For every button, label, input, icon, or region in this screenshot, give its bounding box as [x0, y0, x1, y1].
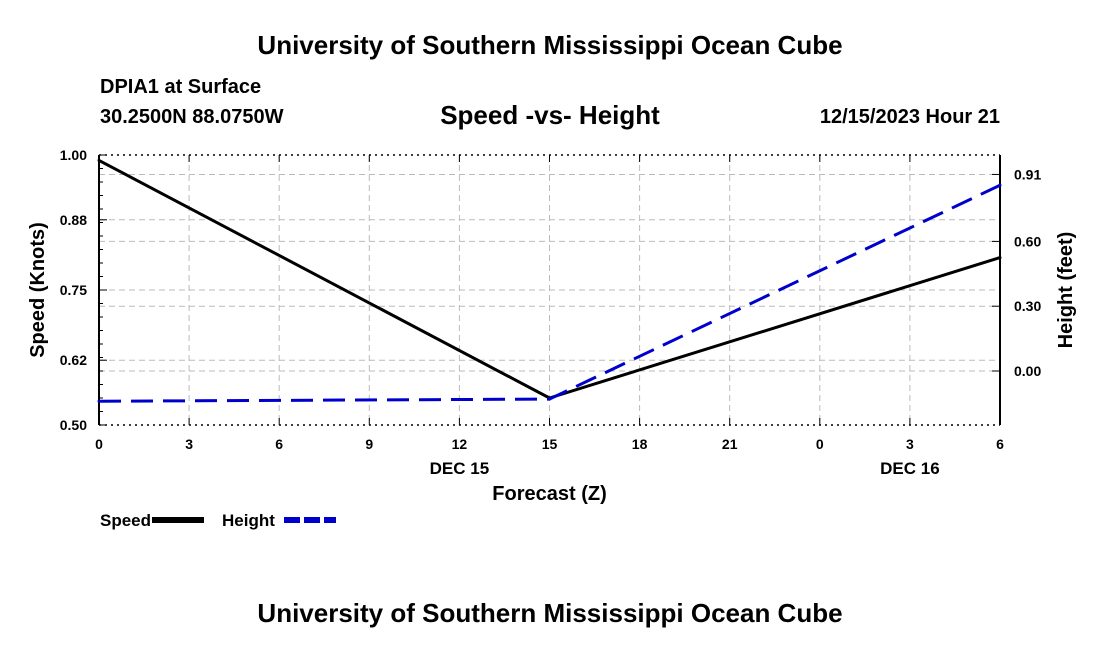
x-axis-title: Forecast (Z): [492, 483, 606, 505]
y-right-tick-label: 0.91: [1014, 166, 1041, 182]
x-tick-label: 21: [722, 436, 738, 452]
y-left-tick-label: 0.88: [60, 212, 87, 228]
x-tick-label: 0: [816, 436, 824, 452]
legend-label-height: Height: [222, 511, 275, 530]
page-title: University of Southern Mississippi Ocean…: [257, 30, 843, 60]
data-point-height: [998, 183, 1002, 187]
y-left-tick-label: 1.00: [60, 147, 87, 163]
data-point-speed: [97, 158, 101, 162]
y-left-tick-label: 0.75: [60, 282, 87, 298]
y-left-tick-label: 0.62: [60, 352, 87, 368]
x-tick-label: 9: [365, 436, 373, 452]
data-point-height: [97, 399, 101, 403]
forecast-date: 12/15/2023 Hour 21: [819, 106, 1000, 128]
y-left-axis-title: Speed (Knots): [27, 222, 49, 358]
x-tick-label: 6: [996, 436, 1004, 452]
x-tick-label: 18: [632, 436, 648, 452]
y-right-tick-label: 0.00: [1014, 363, 1041, 379]
legend-label-speed: Speed: [100, 511, 151, 530]
x-tick-label: 3: [185, 436, 193, 452]
chart-title: Speed -vs- Height: [440, 100, 660, 130]
x-tick-label: 6: [275, 436, 283, 452]
data-point-height: [548, 397, 551, 401]
y-right-tick-label: 0.60: [1014, 233, 1041, 249]
data-point-speed: [998, 256, 1002, 260]
x-tick-label: 0: [95, 436, 103, 452]
station-label: DPIA1 at Surface: [100, 76, 262, 98]
y-right-axis-title: Height (feet): [1055, 232, 1077, 349]
y-right-tick-label: 0.30: [1014, 298, 1041, 314]
station-coordinates: 30.2500N 88.0750W: [100, 106, 284, 128]
x-date-label: DEC 15: [430, 459, 490, 478]
footer-title: University of Southern Mississippi Ocean…: [257, 598, 843, 628]
x-tick-label: 12: [452, 436, 468, 452]
x-tick-label: 15: [542, 436, 558, 452]
x-tick-label: 3: [906, 436, 914, 452]
x-date-label: DEC 16: [880, 459, 940, 478]
y-left-tick-label: 0.50: [60, 417, 87, 433]
